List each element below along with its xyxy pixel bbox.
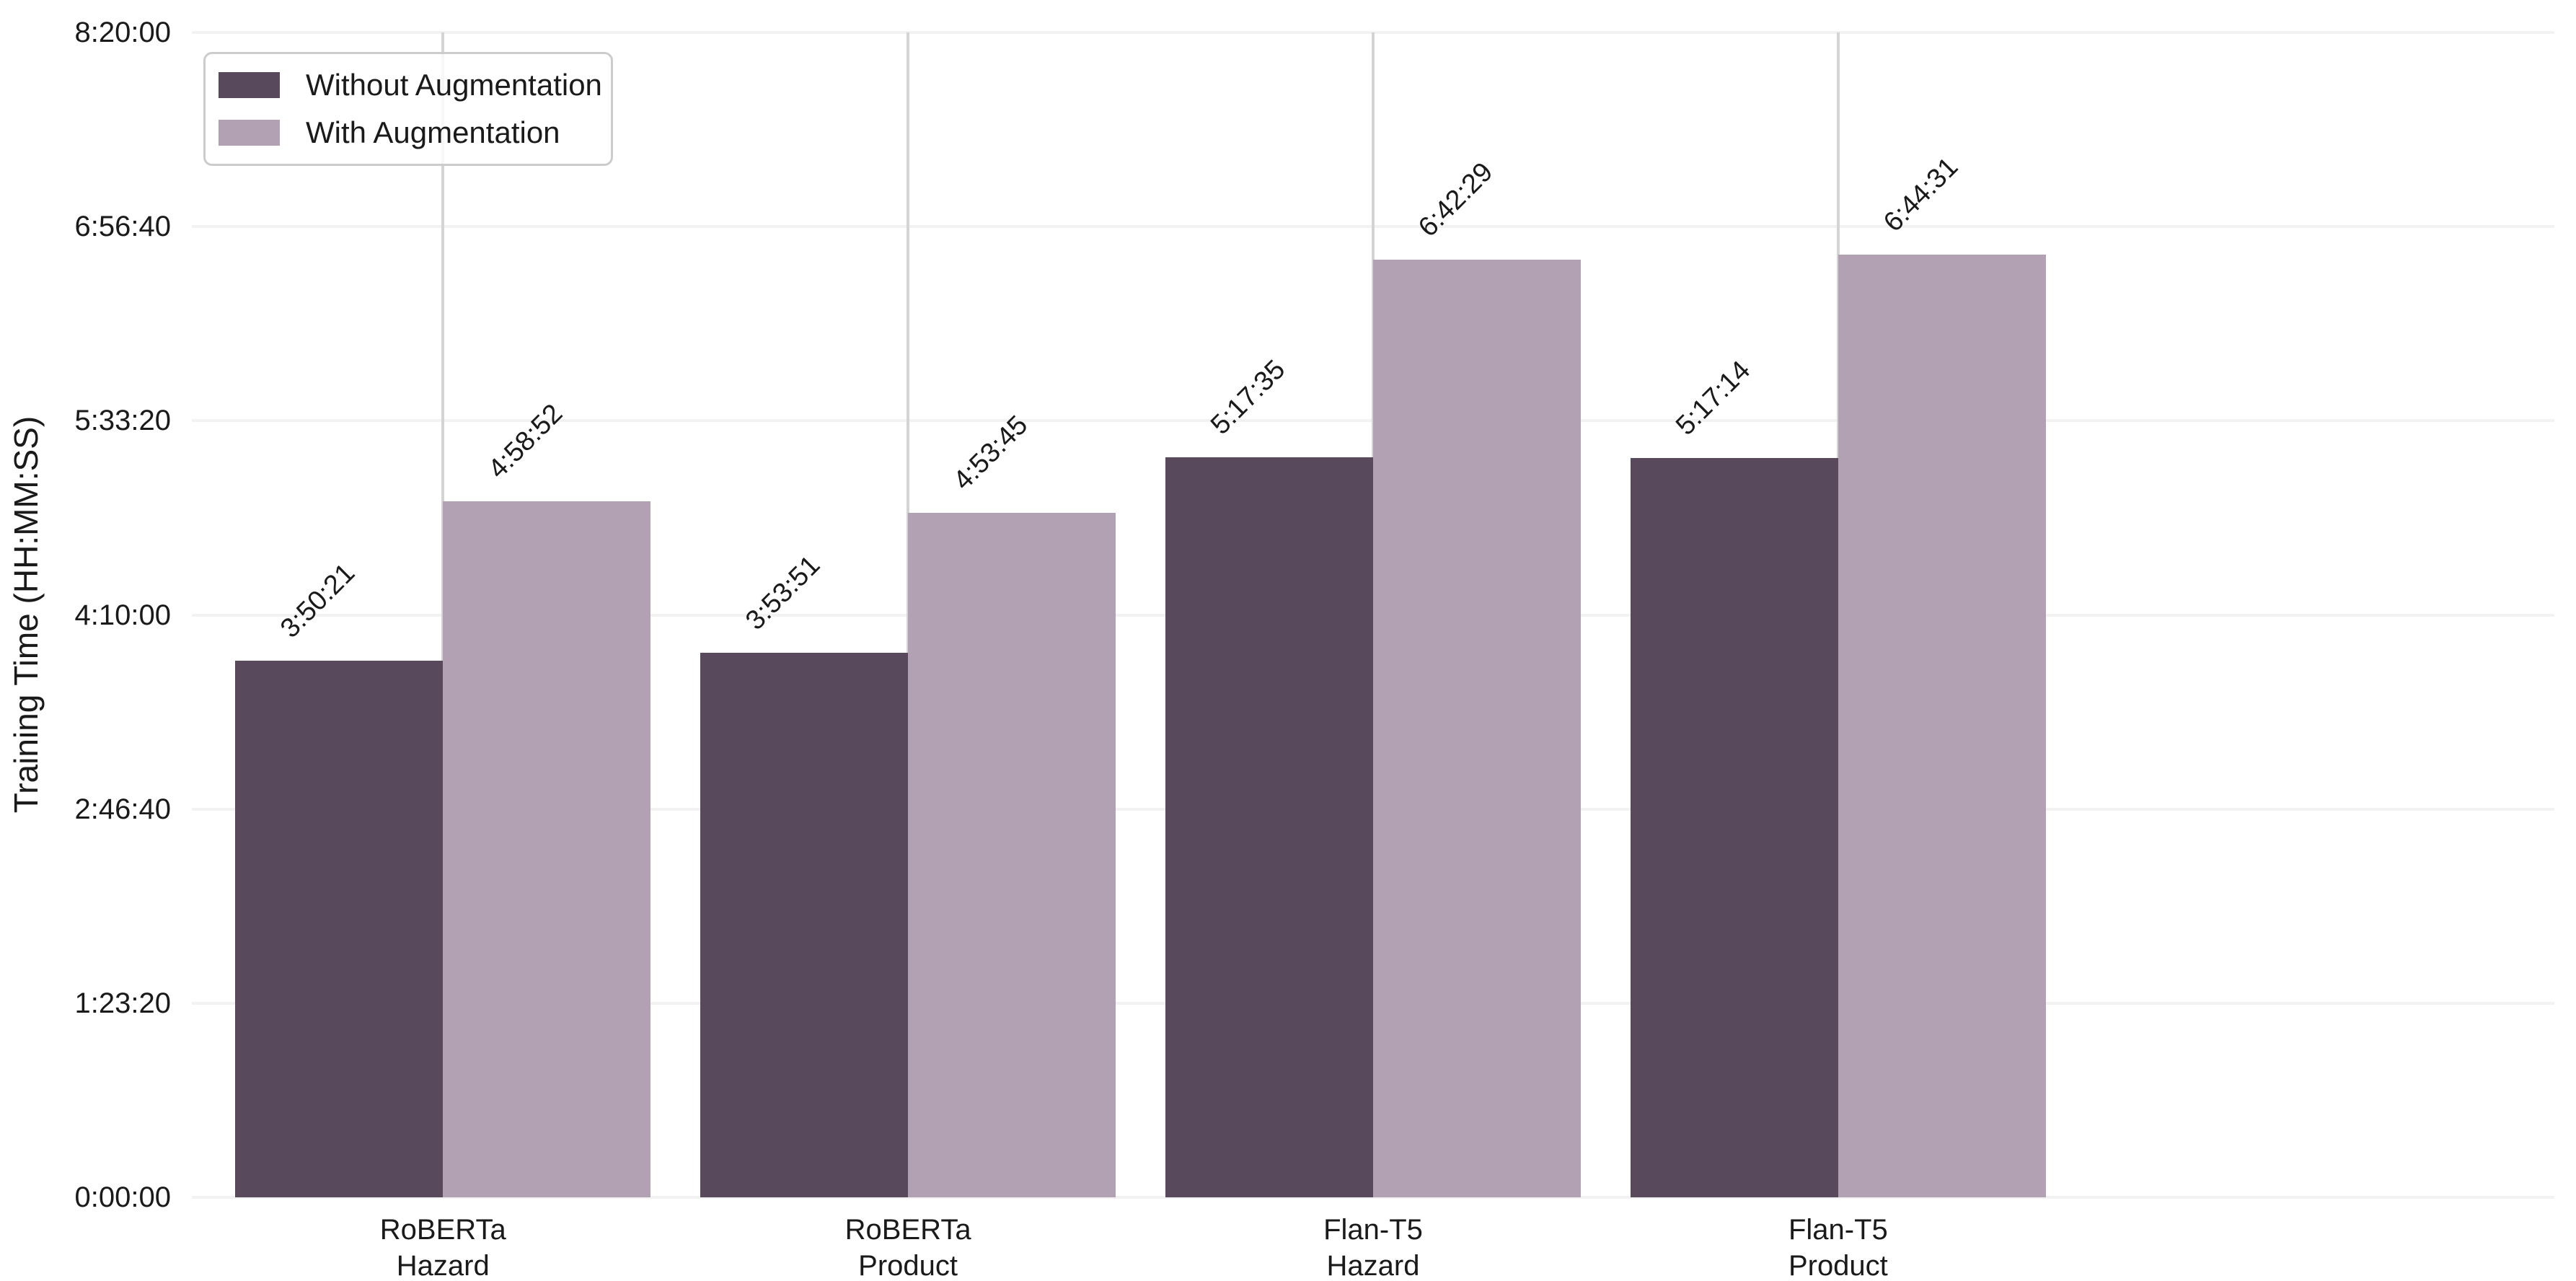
- legend-swatch-without-augmentation: [219, 71, 280, 98]
- y-tick-label: 6:56:40: [74, 211, 171, 243]
- bar-RoBERTa-Product-without-augmentation: [700, 652, 909, 1197]
- y-tick-label: 1:23:20: [74, 987, 171, 1019]
- legend-item-without-augmentation: Without Augmentation: [219, 68, 611, 102]
- legend-label-with-augmentation: With Augmentation: [306, 115, 560, 150]
- y-tick-label: 0:00:00: [74, 1181, 171, 1213]
- bar-RoBERTa-Hazard-without-augmentation: [235, 660, 444, 1197]
- bar-Flan-T5-Hazard-without-augmentation: [1165, 457, 1373, 1197]
- y-tick-label: 5:33:20: [74, 405, 171, 437]
- bar-Flan-T5-Product-without-augmentation: [1630, 458, 1838, 1197]
- bar-RoBERTa-Product-with-augmentation: [908, 513, 1116, 1197]
- legend-item-with-augmentation: With Augmentation: [219, 115, 611, 150]
- x-tick-label: RoBERTa Hazard: [379, 1214, 506, 1281]
- h-gridline: [192, 1196, 2554, 1199]
- x-tick-label: Flan-T5 Product: [1788, 1214, 1888, 1281]
- bar-Flan-T5-Product-with-augmentation: [1838, 255, 2046, 1197]
- x-tick-label: RoBERTa Product: [844, 1214, 971, 1281]
- bar-Flan-T5-Hazard-with-augmentation: [1373, 259, 1581, 1197]
- y-tick-label: 8:20:00: [74, 17, 171, 48]
- legend-label-without-augmentation: Without Augmentation: [306, 67, 602, 102]
- y-tick-label: 4:10:00: [74, 599, 171, 631]
- legend: Without Augmentation With Augmentation: [203, 52, 613, 166]
- x-tick-label: Flan-T5 Hazard: [1323, 1214, 1423, 1281]
- y-tick-label: 2:46:40: [74, 793, 171, 825]
- legend-swatch-with-augmentation: [219, 120, 280, 146]
- bar-RoBERTa-Hazard-with-augmentation: [443, 501, 651, 1197]
